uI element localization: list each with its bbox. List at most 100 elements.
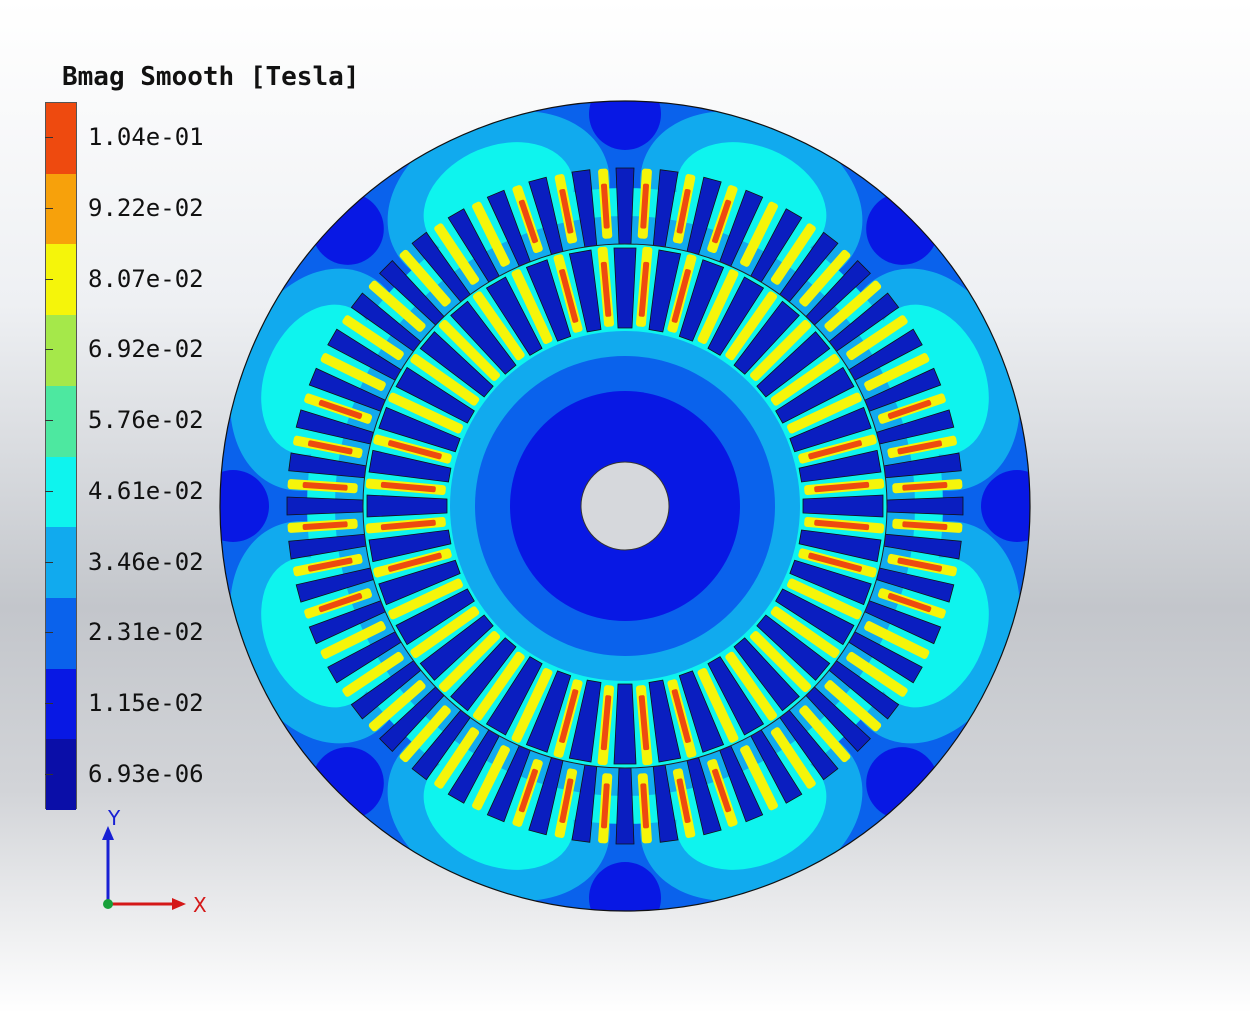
- stator-tooth-core: [846, 315, 908, 361]
- yoke-low-field-spot: [220, 470, 269, 542]
- legend-tick: [45, 490, 53, 492]
- origin-icon: [103, 899, 113, 909]
- rotor-tooth-peak: [600, 695, 612, 751]
- yoke-low-field-spot: [589, 862, 661, 911]
- legend-band: [46, 597, 76, 670]
- stator-tooth-core: [799, 705, 851, 763]
- rotor-slot: [775, 588, 855, 646]
- air-gap-outline: [362, 243, 888, 769]
- rotor-tooth-peak: [380, 481, 436, 493]
- rotor-slot: [798, 449, 882, 483]
- rotor-tooth-peak: [388, 440, 442, 460]
- rotor-tooth-core: [388, 392, 463, 434]
- stator-tooth-peak: [897, 440, 943, 455]
- rotor-slot: [707, 656, 765, 736]
- legend-band: [46, 315, 76, 387]
- legend-band: [46, 103, 76, 175]
- stator-tooth-core: [824, 680, 882, 732]
- stator-tooth-peak: [640, 783, 649, 829]
- rotor-slot: [648, 679, 682, 763]
- stator-slot: [615, 167, 635, 245]
- stator-tooth-peak: [902, 482, 948, 491]
- legend-label: 6.93e-06: [88, 759, 204, 788]
- legend-label: 4.61e-02: [88, 476, 204, 505]
- stator-tooth-peak: [559, 188, 574, 234]
- rotor-slot: [485, 276, 543, 356]
- stator-tooth-peak: [601, 783, 610, 829]
- stator-tooth-peak: [676, 778, 691, 824]
- legend-label: 8.07e-02: [88, 264, 204, 293]
- rotor-slot: [395, 588, 475, 646]
- rotor-slot: [789, 559, 872, 606]
- stator-tooth-peak: [887, 593, 932, 613]
- stator-tooth-core: [740, 745, 778, 811]
- legend-tick: [45, 208, 53, 210]
- stator-tooth-peak: [559, 778, 574, 824]
- stator-tooth-core: [864, 353, 930, 391]
- rotor-slot: [368, 449, 452, 483]
- stator-tooth-peak: [318, 399, 363, 419]
- stator-tooth-core: [846, 651, 908, 697]
- rotor-tooth-peak: [380, 519, 436, 531]
- rotor-tooth-core: [697, 269, 739, 344]
- rotor-slot: [378, 406, 461, 453]
- rotor-tooth-peak: [638, 261, 650, 317]
- stator-tooth-core: [770, 727, 816, 789]
- stator-tooth-peak: [902, 521, 948, 530]
- stator-tooth-peak: [897, 557, 943, 572]
- stator-tooth-core: [472, 201, 510, 267]
- rotor-tooth-peak: [671, 689, 691, 743]
- rotor-slot: [568, 679, 602, 763]
- yoke-low-field-spot: [981, 470, 1030, 542]
- rotor-tooth-peak: [600, 261, 612, 317]
- rotor-slot: [798, 529, 882, 563]
- stator-tooth-core: [434, 223, 480, 285]
- legend-tick: [45, 702, 53, 704]
- rotor-tooth-core: [787, 392, 862, 434]
- stator-tooth-peak: [601, 183, 610, 229]
- stator-tooth-peak: [676, 188, 691, 234]
- rotor-tooth-core: [388, 578, 463, 620]
- stator-tooth-core: [368, 280, 426, 332]
- rotor-slot: [756, 614, 831, 681]
- legend-band: [46, 173, 76, 245]
- stator-tooth-peak: [887, 399, 932, 419]
- legend-tick: [45, 561, 53, 563]
- stator-tooth-peak: [302, 482, 348, 491]
- rotor-slot: [756, 331, 831, 398]
- yoke-low-field-spot: [589, 101, 661, 150]
- legend-band: [46, 244, 76, 316]
- rotor-tooth-peak: [388, 552, 442, 572]
- legend-tick: [45, 137, 53, 139]
- rotor-tooth-peak: [808, 552, 862, 572]
- stator-tooth-core: [770, 223, 816, 285]
- stator-tooth-core: [342, 651, 404, 697]
- stator-tooth-peak: [302, 521, 348, 530]
- rotor-tooth-peak: [671, 269, 691, 323]
- rotor-tooth-peak: [559, 269, 579, 323]
- rotor-tooth-core: [511, 269, 553, 344]
- legend-band: [46, 527, 76, 599]
- legend-band: [46, 739, 76, 811]
- rotor-slot: [378, 559, 461, 606]
- legend-label: 2.31e-02: [88, 618, 204, 647]
- legend-label: 1.04e-01: [88, 123, 204, 152]
- rotor-tooth-core: [511, 668, 553, 743]
- stator-tooth-peak: [307, 440, 353, 455]
- stator-tooth-core: [824, 280, 882, 332]
- rotor-tooth-peak: [808, 440, 862, 460]
- legend-band: [46, 668, 76, 740]
- rotor-tooth-core: [749, 630, 812, 693]
- legend-label: 6.92e-02: [88, 335, 204, 364]
- stator-tooth-core: [368, 680, 426, 732]
- stator-tooth-core: [472, 745, 510, 811]
- legend-tick: [45, 278, 53, 280]
- rotor-tooth-core: [438, 319, 501, 382]
- stator-tooth-core: [864, 621, 930, 659]
- yoke-low-field-spot: [311, 192, 384, 265]
- rotor-slot: [525, 259, 572, 342]
- legend-label: 3.46e-02: [88, 547, 204, 576]
- rotor-tooth-core: [438, 630, 501, 693]
- rotor-tooth-core: [749, 319, 812, 382]
